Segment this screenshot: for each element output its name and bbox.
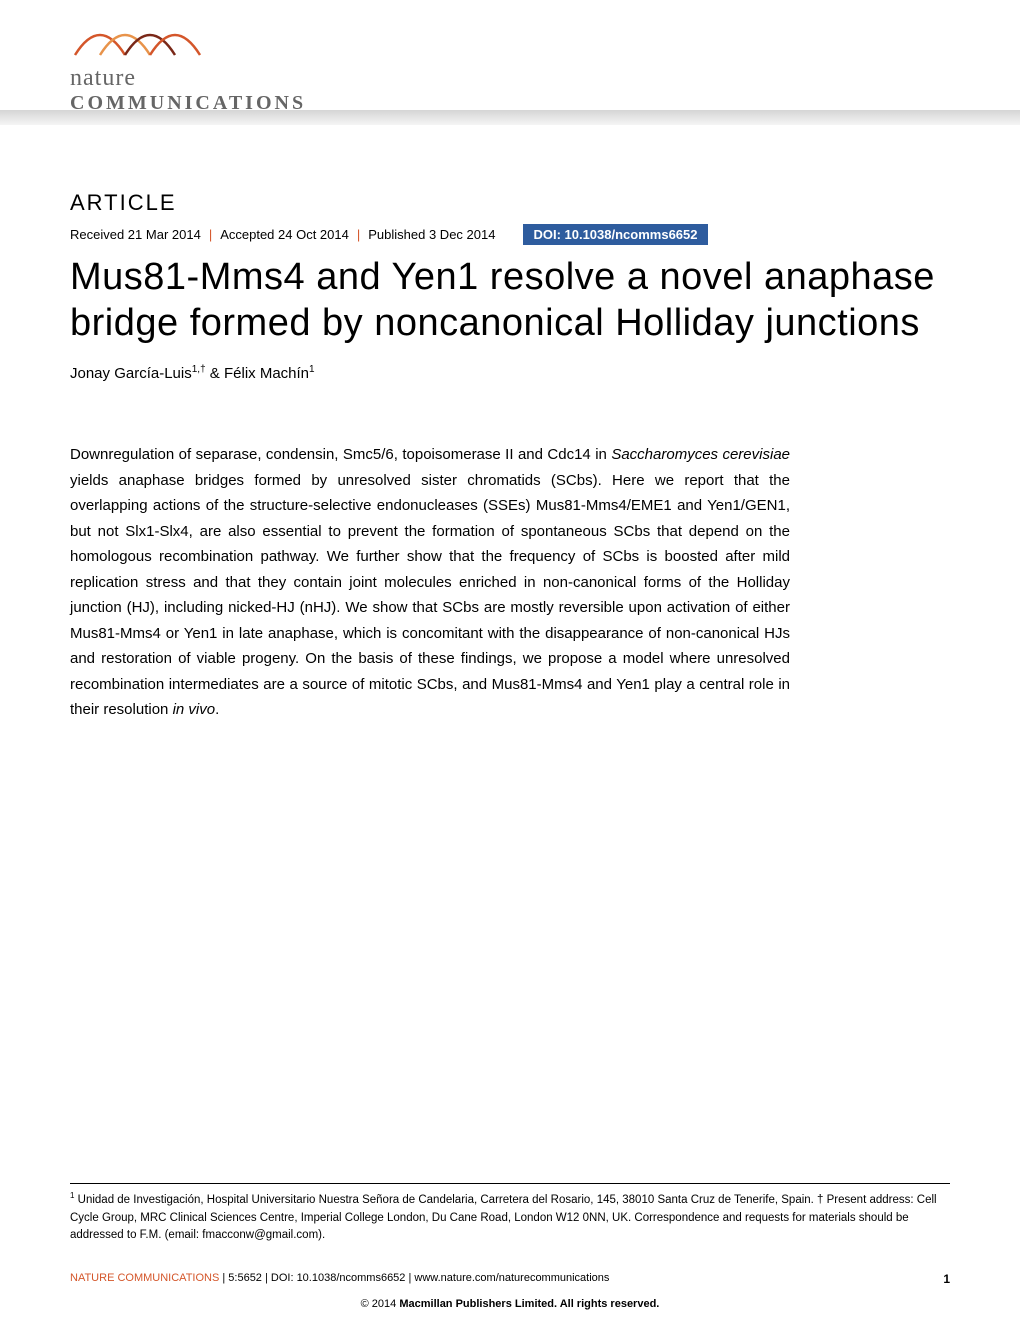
abstract: Downregulation of separase, condensin, S… [70, 442, 790, 723]
author-2-affil: 1 [309, 364, 315, 375]
doi-badge[interactable]: DOI: 10.1038/ncomms6652 [523, 224, 707, 245]
article-content: ARTICLE Received 21 Mar 2014 | Accepted … [0, 140, 1020, 723]
journal-logo: nature COMMUNICATIONS [70, 10, 270, 115]
logo-text: nature COMMUNICATIONS [70, 65, 270, 115]
author-separator: & Félix Machín [206, 365, 309, 382]
journal-name: NATURE COMMUNICATIONS [70, 1272, 219, 1284]
abstract-text: Downregulation of separase, condensin, S… [70, 446, 611, 463]
affiliations: 1 Unidad de Investigación, Hospital Univ… [70, 1183, 950, 1244]
abstract-text: yields anaphase bridges formed by unreso… [70, 472, 790, 719]
accepted-date: Accepted 24 Oct 2014 [220, 227, 349, 242]
citation-text: NATURE COMMUNICATIONS | 5:5652 | DOI: 10… [70, 1272, 609, 1286]
author-1: Jonay García-Luis [70, 365, 192, 382]
received-date: Received 21 Mar 2014 [70, 227, 201, 242]
abstract-species: Saccharomyces cerevisiae [611, 446, 790, 463]
published-date: Published 3 Dec 2014 [368, 227, 495, 242]
affil-text: Unidad de Investigación, Hospital Univer… [70, 1194, 937, 1241]
article-type-label: ARTICLE [70, 190, 950, 216]
page-footer: 1 Unidad de Investigación, Hospital Univ… [70, 1183, 950, 1310]
author-list: Jonay García-Luis1,† & Félix Machín1 [70, 364, 950, 382]
journal-header: nature COMMUNICATIONS [0, 0, 1020, 140]
abstract-text: . [215, 701, 219, 718]
page-number: 1 [943, 1272, 950, 1286]
meta-separator: | [357, 227, 360, 242]
author-1-affil: 1,† [192, 364, 206, 375]
citation-row: NATURE COMMUNICATIONS | 5:5652 | DOI: 10… [70, 1272, 950, 1286]
article-title: Mus81-Mms4 and Yen1 resolve a novel anap… [70, 255, 950, 346]
abstract-invivo: in vivo [173, 701, 216, 718]
copyright-line: © 2014 Macmillan Publishers Limited. All… [70, 1298, 950, 1310]
copyright-symbol: © 2014 [361, 1298, 400, 1310]
meta-separator: | [209, 227, 212, 242]
logo-curves-icon [70, 10, 210, 60]
header-divider-bar [0, 110, 1020, 125]
article-meta-row: Received 21 Mar 2014 | Accepted 24 Oct 2… [70, 224, 950, 245]
logo-nature: nature [70, 65, 270, 92]
copyright-text: Macmillan Publishers Limited. All rights… [399, 1298, 659, 1310]
citation-details: | 5:5652 | DOI: 10.1038/ncomms6652 | www… [219, 1272, 609, 1284]
